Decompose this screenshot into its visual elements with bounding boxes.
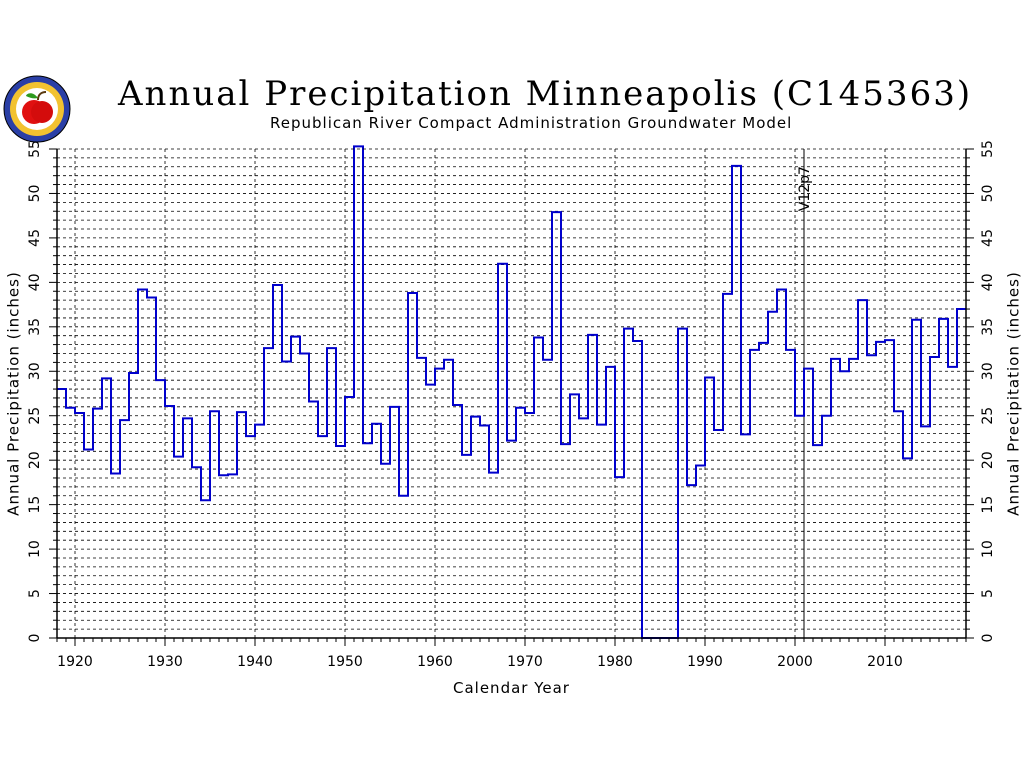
y-tick-label-left: 15 [27, 496, 43, 514]
x-tick-label: 1960 [417, 654, 453, 670]
x-tick-label: 2010 [867, 654, 903, 670]
chart-title: Annual Precipitation Minneapolis (C14536… [118, 74, 973, 114]
y-tick-label-right: 55 [980, 140, 996, 158]
y-tick-label-left: 55 [27, 140, 43, 158]
y-tick-label-right: 30 [980, 362, 996, 380]
y-tick-label-left: 0 [27, 634, 43, 643]
x-tick-label: 1980 [597, 654, 633, 670]
y-tick-label-right: 25 [980, 407, 996, 425]
annotation-label: V12p7 [797, 166, 813, 211]
x-tick-label: 1920 [57, 654, 93, 670]
y-tick-label-right: 45 [980, 229, 996, 247]
y-tick-label-right: 10 [980, 540, 996, 558]
x-tick-label: 2000 [777, 654, 813, 670]
y-tick-label-right: 35 [980, 318, 996, 336]
y-axis-label-right: Annual Precipitation (inches) [1005, 271, 1023, 516]
x-tick-label: 1940 [237, 654, 273, 670]
y-axis-label-left: Annual Precipitation (inches) [5, 271, 23, 516]
series-step-line [57, 145, 966, 639]
x-tick-label: 1950 [327, 654, 363, 670]
x-tick-label: 1930 [147, 654, 183, 670]
y-tick-label-left: 40 [27, 273, 43, 291]
x-axis-label: Calendar Year [453, 679, 570, 697]
y-tick-label-left: 35 [27, 318, 43, 336]
x-tick-label: 1990 [687, 654, 723, 670]
y-tick-label-right: 5 [980, 589, 996, 598]
y-tick-label-left: 20 [27, 451, 43, 469]
y-tick-label-right: 0 [980, 634, 996, 643]
y-tick-label-left: 45 [27, 229, 43, 247]
y-tick-label-right: 50 [980, 185, 996, 203]
y-tick-label-right: 40 [980, 273, 996, 291]
grid-layer [57, 149, 966, 638]
chart-subtitle: Republican River Compact Administration … [270, 114, 793, 132]
y-tick-label-left: 10 [27, 540, 43, 558]
y-tick-label-left: 30 [27, 362, 43, 380]
y-tick-label-left: 25 [27, 407, 43, 425]
series-layer [57, 145, 966, 639]
apple-seal-icon [3, 75, 71, 143]
y-tick-label-left: 5 [27, 589, 43, 598]
x-tick-label: 1970 [507, 654, 543, 670]
y-tick-label-right: 20 [980, 451, 996, 469]
y-tick-label-right: 15 [980, 496, 996, 514]
y-tick-label-left: 50 [27, 185, 43, 203]
axes-layer [49, 148, 974, 646]
